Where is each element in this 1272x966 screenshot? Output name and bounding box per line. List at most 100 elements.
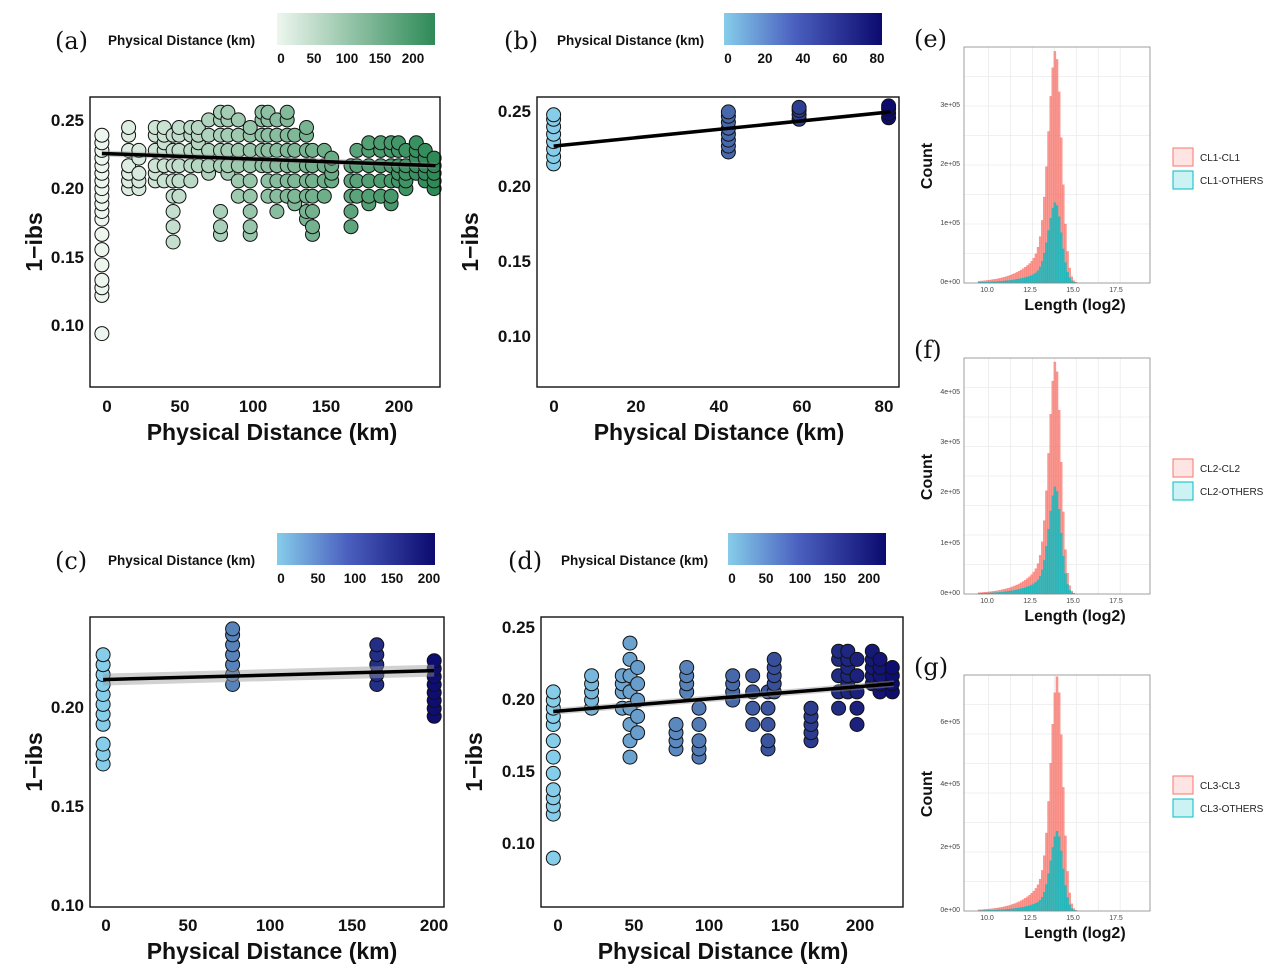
regression-line [553, 682, 894, 714]
data-point [305, 219, 320, 235]
histogram-bar [1022, 277, 1025, 284]
data-point [242, 120, 258, 135]
histogram-bar [1038, 900, 1042, 912]
y-tick: 0e+00 [940, 590, 960, 597]
histogram-bar [1053, 836, 1057, 912]
legend-swatch [1172, 147, 1194, 167]
legend-swatch [1172, 775, 1194, 795]
y-tick: 0.15 [502, 762, 535, 781]
panel-f-x-label: Length (log2) [1024, 608, 1125, 625]
histogram-bar [1055, 831, 1059, 912]
histogram-bar [1062, 248, 1065, 284]
x-tick: 150 [312, 397, 340, 416]
y-tick: 1e+05 [940, 540, 960, 547]
legend-swatch [1172, 458, 1194, 478]
data-point [279, 104, 295, 120]
data-point [343, 204, 359, 219]
panel-c-y-ticks: 0.10 0.15 0.20 [51, 698, 84, 915]
panel-c-y-label: 1−ibs [21, 732, 47, 791]
x-tick: 17.5 [1109, 915, 1123, 922]
y-tick: 0e+00 [940, 907, 960, 914]
histogram-bar [1045, 242, 1048, 284]
histogram-bar [1068, 277, 1071, 284]
histogram-bar [1041, 261, 1044, 284]
cb-tick: 40 [795, 51, 810, 66]
data-point [213, 219, 228, 235]
panel-g-label: (g) [914, 653, 948, 681]
panel-a-y-ticks: 0.10 0.15 0.20 0.25 [51, 111, 84, 335]
data-point [545, 765, 561, 781]
y-tick: 0.20 [51, 698, 84, 717]
data-point [884, 660, 900, 675]
x-tick: 100 [239, 397, 267, 416]
histogram-bar [1024, 906, 1027, 912]
y-tick: 4e+05 [940, 781, 960, 788]
histogram-bar [1049, 510, 1052, 595]
data-point [242, 204, 258, 219]
cb-tick: 200 [418, 571, 441, 586]
data-point [94, 326, 110, 342]
histogram-bar [1026, 276, 1029, 284]
cb-tick: 50 [310, 571, 325, 586]
data-point [305, 204, 320, 219]
histogram-bar [1045, 884, 1048, 912]
x-tick: 50 [625, 916, 644, 935]
histogram-bar [1060, 532, 1063, 595]
panel-c: (c) Physical Distance (km) 0 50 100 150 … [21, 533, 448, 964]
panel-g-y-ticks: 0e+00 2e+05 4e+05 6e+05 [940, 719, 960, 914]
panel-e-x-label: Length (log2) [1024, 297, 1125, 314]
data-point [94, 226, 110, 242]
data-point [872, 651, 888, 667]
legend-swatch [1172, 170, 1194, 190]
panel-c-x-label: Physical Distance (km) [147, 938, 398, 964]
x-tick: 60 [793, 397, 812, 416]
histogram-bar [1022, 588, 1025, 595]
histogram-bar [1053, 202, 1057, 284]
histogram-bar [1038, 576, 1042, 595]
data-point [165, 234, 181, 250]
histogram-bar [1028, 905, 1031, 912]
data-point [131, 165, 147, 181]
cb-tick: 0 [277, 571, 285, 586]
panel-b-colorbar-title: Physical Distance (km) [557, 33, 704, 48]
data-point [183, 173, 199, 189]
cb-tick: 100 [344, 571, 367, 586]
histogram-bar [1017, 589, 1021, 595]
x-tick: 0 [553, 916, 562, 935]
regression-line [553, 110, 891, 148]
panel-c-frame [89, 616, 445, 908]
histogram-bar [1017, 278, 1021, 284]
cb-tick: 0 [724, 51, 732, 66]
cb-tick: 200 [402, 51, 425, 66]
data-point [622, 635, 638, 651]
histogram-bar [1041, 569, 1044, 595]
data-point [630, 725, 646, 741]
panel-d-frame [540, 616, 904, 908]
y-tick: 3e+05 [940, 439, 960, 446]
panel-e-frame [963, 46, 1151, 284]
data-point [95, 647, 111, 663]
data-point [760, 717, 776, 732]
histogram-bar [1032, 583, 1036, 595]
y-tick: 1e+05 [940, 220, 960, 227]
histogram-bar [1026, 906, 1029, 912]
x-tick: 0 [549, 397, 558, 416]
panel-f-label: (f) [914, 336, 942, 364]
x-tick: 15.0 [1066, 287, 1080, 294]
histogram-bar [1015, 279, 1019, 284]
x-tick: 200 [385, 397, 413, 416]
panel-g-plot [964, 675, 1150, 912]
plot-background [90, 617, 444, 907]
x-tick: 0 [102, 397, 111, 416]
histogram-bar [1045, 546, 1048, 595]
panel-d-colorbar-ticks: 0 50 100 150 200 [728, 571, 880, 586]
x-tick: 17.5 [1109, 598, 1123, 605]
panel-f-frame [963, 357, 1151, 595]
histogram-bar [1068, 589, 1071, 595]
panel-a-frame [89, 96, 441, 388]
histogram-bar [1007, 591, 1010, 595]
x-tick: 150 [338, 916, 366, 935]
y-tick: 0.10 [51, 316, 84, 335]
legend-label: CL3-OTHERS [1200, 804, 1264, 815]
data-point [803, 700, 819, 716]
